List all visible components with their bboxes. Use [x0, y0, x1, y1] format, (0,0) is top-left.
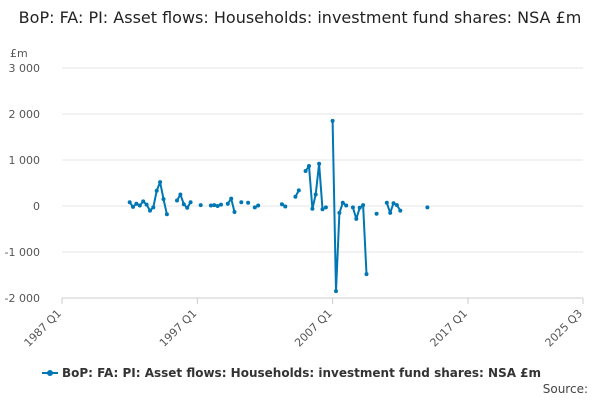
- x-tick-label: 1987 Q1: [22, 307, 65, 350]
- data-point: [225, 201, 230, 206]
- x-tick-label: 2007 Q1: [292, 307, 335, 350]
- x-tick-label: 1997 Q1: [157, 307, 200, 350]
- series-line: [304, 162, 327, 211]
- data-point: [252, 205, 257, 210]
- data-point: [229, 196, 234, 201]
- data-point: [307, 164, 311, 168]
- data-point: [323, 205, 328, 210]
- data-point: [175, 198, 179, 203]
- data-point: [232, 210, 237, 214]
- y-tick-label: 3 000: [9, 62, 41, 75]
- data-point: [296, 188, 301, 193]
- data-point: [256, 203, 261, 208]
- data-point: [337, 210, 342, 215]
- data-point: [303, 169, 308, 173]
- data-point: [198, 203, 203, 208]
- data-point: [188, 200, 193, 205]
- y-tick-label: -1 000: [5, 246, 40, 259]
- data-point: [154, 188, 159, 193]
- data-point: [246, 200, 251, 205]
- data-point: [134, 201, 139, 206]
- source-label: Source:: [542, 382, 588, 396]
- data-point: [425, 205, 430, 210]
- data-point: [364, 272, 369, 277]
- data-point: [313, 192, 318, 197]
- data-point: [354, 216, 359, 221]
- legend-series-label: BoP: FA: PI: Asset flows: Households: in…: [62, 366, 542, 380]
- data-point: [151, 205, 156, 210]
- data-point: [391, 201, 396, 206]
- data-point: [340, 200, 345, 205]
- y-tick-label: 0: [33, 200, 40, 213]
- y-tick-label: -2 000: [5, 292, 40, 305]
- data-point: [161, 197, 166, 202]
- y-axis-label: £m: [10, 47, 28, 60]
- data-point: [320, 207, 325, 212]
- data-point: [283, 204, 288, 209]
- legend[interactable]: BoP: FA: PI: Asset flows: Households: in…: [42, 366, 541, 380]
- data-point: [344, 203, 349, 208]
- data-point: [357, 205, 362, 210]
- chart-title: BoP: FA: PI: Asset flows: Households: in…: [18, 8, 582, 27]
- data-point: [394, 203, 399, 208]
- x-tick-label: 2025 Q3: [543, 307, 586, 350]
- data-point: [398, 208, 403, 213]
- data-point: [384, 200, 389, 205]
- data-point: [212, 203, 217, 208]
- data-point: [219, 202, 223, 207]
- data-point: [215, 204, 220, 208]
- data-point: [141, 199, 146, 204]
- data-point: [374, 211, 379, 216]
- x-tick-label: 2017 Q1: [428, 307, 471, 350]
- data-point: [148, 208, 152, 213]
- data-point: [317, 161, 322, 166]
- series-line: [128, 181, 168, 215]
- data-point: [208, 203, 213, 208]
- y-tick-label: 1 000: [9, 154, 41, 167]
- data-point: [388, 210, 393, 215]
- data-point: [334, 289, 338, 294]
- data-point: [178, 192, 183, 197]
- data-point: [144, 202, 149, 207]
- data-point: [279, 202, 284, 207]
- data-point: [181, 202, 186, 207]
- legend-series-marker: [42, 368, 58, 378]
- data-point: [131, 204, 135, 209]
- data-point: [164, 212, 169, 217]
- data-point: [239, 200, 244, 205]
- data-point: [330, 118, 335, 123]
- data-point: [310, 206, 315, 211]
- data-point: [350, 205, 355, 210]
- data-point: [137, 203, 142, 208]
- data-point: [293, 194, 298, 199]
- data-point: [127, 200, 132, 205]
- series-line: [351, 204, 368, 275]
- data-point: [361, 203, 366, 208]
- data-point: [158, 180, 163, 185]
- y-tick-label: 2 000: [9, 108, 41, 121]
- data-point: [185, 205, 190, 210]
